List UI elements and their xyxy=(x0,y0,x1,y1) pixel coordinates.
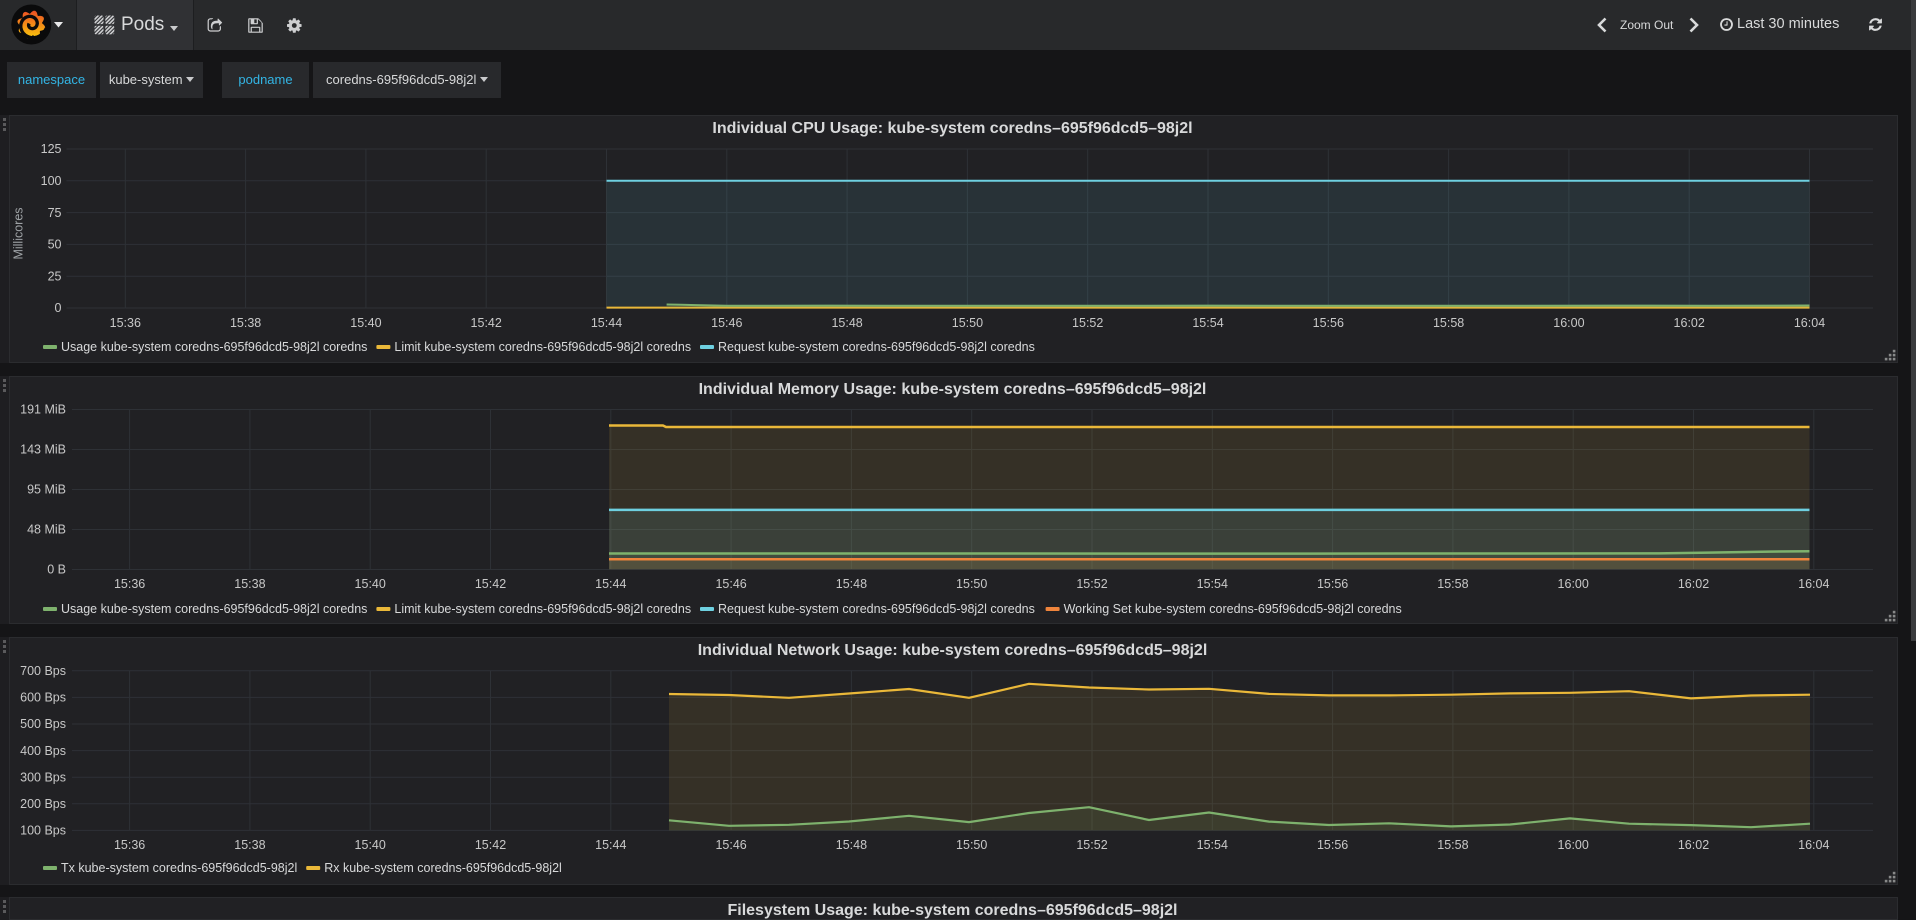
svg-text:15:44: 15:44 xyxy=(595,838,626,852)
svg-text:15:42: 15:42 xyxy=(471,316,502,330)
svg-text:15:58: 15:58 xyxy=(1437,577,1468,591)
svg-text:75: 75 xyxy=(48,206,62,220)
svg-text:15:48: 15:48 xyxy=(836,838,867,852)
svg-text:700 Bps: 700 Bps xyxy=(20,664,66,678)
svg-text:15:48: 15:48 xyxy=(831,316,862,330)
svg-text:15:56: 15:56 xyxy=(1317,838,1348,852)
svg-text:Usage kube-system coredns-695f: Usage kube-system coredns-695f96dcd5-98j… xyxy=(61,602,367,616)
svg-text:25: 25 xyxy=(48,269,62,283)
svg-text:15:44: 15:44 xyxy=(595,577,626,591)
svg-text:15:40: 15:40 xyxy=(355,838,386,852)
svg-text:16:00: 16:00 xyxy=(1558,577,1589,591)
svg-text:Limit kube-system coredns-695f: Limit kube-system coredns-695f96dcd5-98j… xyxy=(394,602,691,616)
svg-text:143 MiB: 143 MiB xyxy=(20,443,66,457)
svg-text:15:40: 15:40 xyxy=(350,316,381,330)
svg-text:15:36: 15:36 xyxy=(110,316,141,330)
svg-text:15:54: 15:54 xyxy=(1197,838,1228,852)
svg-text:200 Bps: 200 Bps xyxy=(20,797,66,811)
svg-text:50: 50 xyxy=(48,238,62,252)
svg-text:16:02: 16:02 xyxy=(1674,316,1705,330)
svg-text:15:58: 15:58 xyxy=(1433,316,1464,330)
svg-text:15:52: 15:52 xyxy=(1076,577,1107,591)
svg-text:15:52: 15:52 xyxy=(1072,316,1103,330)
svg-text:15:58: 15:58 xyxy=(1437,838,1468,852)
svg-text:95 MiB: 95 MiB xyxy=(27,483,66,497)
svg-text:15:44: 15:44 xyxy=(591,316,622,330)
svg-text:15:40: 15:40 xyxy=(355,577,386,591)
svg-text:16:00: 16:00 xyxy=(1553,316,1584,330)
svg-text:0: 0 xyxy=(55,301,62,315)
svg-text:15:46: 15:46 xyxy=(711,316,742,330)
svg-text:15:52: 15:52 xyxy=(1076,838,1107,852)
svg-text:0 B: 0 B xyxy=(47,563,66,577)
svg-text:16:02: 16:02 xyxy=(1678,838,1709,852)
svg-text:15:36: 15:36 xyxy=(114,838,145,852)
svg-text:15:46: 15:46 xyxy=(715,577,746,591)
svg-text:100: 100 xyxy=(41,174,62,188)
svg-text:15:54: 15:54 xyxy=(1197,577,1228,591)
svg-text:15:38: 15:38 xyxy=(234,577,265,591)
svg-text:Limit kube-system coredns-695f: Limit kube-system coredns-695f96dcd5-98j… xyxy=(394,340,691,354)
svg-text:15:54: 15:54 xyxy=(1192,316,1223,330)
svg-text:Request kube-system coredns-69: Request kube-system coredns-695f96dcd5-9… xyxy=(718,340,1035,354)
svg-text:400 Bps: 400 Bps xyxy=(20,744,66,758)
svg-text:15:56: 15:56 xyxy=(1317,577,1348,591)
svg-text:15:36: 15:36 xyxy=(114,577,145,591)
svg-text:Tx kube-system coredns-695f96d: Tx kube-system coredns-695f96dcd5-98j2l xyxy=(61,861,297,875)
svg-text:15:46: 15:46 xyxy=(715,838,746,852)
svg-text:16:00: 16:00 xyxy=(1558,838,1589,852)
svg-text:15:38: 15:38 xyxy=(230,316,261,330)
svg-text:Rx kube-system coredns-695f96d: Rx kube-system coredns-695f96dcd5-98j2l xyxy=(324,861,562,875)
svg-text:15:48: 15:48 xyxy=(836,577,867,591)
svg-text:15:50: 15:50 xyxy=(956,577,987,591)
svg-text:Usage kube-system coredns-695f: Usage kube-system coredns-695f96dcd5-98j… xyxy=(61,340,367,354)
svg-text:100 Bps: 100 Bps xyxy=(20,824,66,838)
svg-text:16:02: 16:02 xyxy=(1678,577,1709,591)
svg-text:Working Set kube-system coredn: Working Set kube-system coredns-695f96dc… xyxy=(1064,602,1402,616)
svg-text:16:04: 16:04 xyxy=(1798,838,1829,852)
svg-text:15:56: 15:56 xyxy=(1313,316,1344,330)
svg-text:15:42: 15:42 xyxy=(475,577,506,591)
svg-text:15:50: 15:50 xyxy=(956,838,987,852)
svg-text:500 Bps: 500 Bps xyxy=(20,717,66,731)
svg-text:300 Bps: 300 Bps xyxy=(20,770,66,784)
svg-text:Request kube-system coredns-69: Request kube-system coredns-695f96dcd5-9… xyxy=(718,602,1035,616)
svg-text:48 MiB: 48 MiB xyxy=(27,523,66,537)
svg-text:16:04: 16:04 xyxy=(1798,577,1829,591)
svg-text:Millicores: Millicores xyxy=(12,207,26,259)
svg-text:16:04: 16:04 xyxy=(1794,316,1825,330)
svg-text:15:38: 15:38 xyxy=(234,838,265,852)
svg-text:15:42: 15:42 xyxy=(475,838,506,852)
svg-text:600 Bps: 600 Bps xyxy=(20,691,66,705)
svg-text:15:50: 15:50 xyxy=(952,316,983,330)
svg-text:125: 125 xyxy=(41,142,62,156)
svg-text:191 MiB: 191 MiB xyxy=(20,403,66,417)
